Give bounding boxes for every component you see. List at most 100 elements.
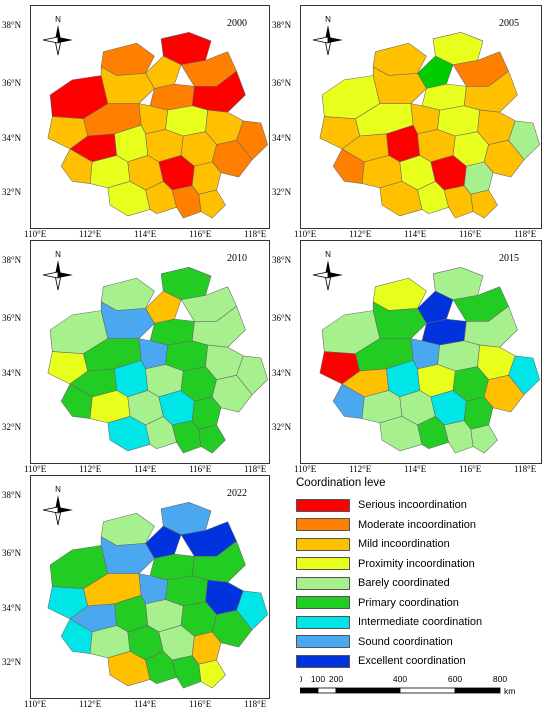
region-20 [60, 148, 93, 184]
lat-tick-label: 38°N [272, 20, 292, 30]
scale-tick-label: 100 [311, 674, 325, 684]
lon-tick-label: 112°E [79, 229, 102, 239]
lon-tick-label: 116°E [459, 464, 482, 474]
north-label: N [55, 485, 61, 494]
region-7 [149, 553, 195, 581]
north-arrow-icon [42, 260, 73, 291]
lon-tick-label: 112°E [79, 464, 102, 474]
lon-tick-label: 114°E [134, 229, 157, 239]
region-28 [470, 424, 498, 454]
map-year-label: 2005 [499, 18, 519, 29]
legend-swatch [296, 576, 350, 590]
legend-label: Proximity incoordination [358, 557, 475, 570]
region-20 [332, 383, 365, 419]
lon-tick-label: 114°E [134, 699, 157, 709]
region-12 [165, 340, 209, 372]
legend-label: Intermediate coordination [358, 616, 483, 628]
lat-tick-label: 36°N [2, 548, 22, 558]
lat-tick-label: 32°N [2, 422, 22, 432]
map-year-label: 2000 [227, 18, 247, 29]
region-20 [332, 148, 365, 184]
region-20 [60, 383, 93, 419]
region-28 [198, 659, 226, 689]
lat-tick-label: 32°N [272, 422, 292, 432]
legend-title: Coordination leve [296, 477, 386, 489]
region-12 [165, 575, 209, 607]
legend-item: Barely coordinated [296, 575, 450, 591]
region-2 [372, 277, 427, 311]
north-arrow-icon [312, 25, 343, 56]
lat-tick-label: 34°N [272, 133, 292, 143]
legend-label: Excellent coordination [358, 655, 466, 667]
legend-item: Proximity incoordination [296, 556, 475, 572]
region-20 [60, 618, 93, 654]
lon-tick-label: 118°E [244, 464, 267, 474]
lon-tick-label: 112°E [79, 699, 102, 709]
map-panel-2010: N 2010 [30, 240, 270, 464]
scale-segment [335, 687, 401, 694]
lat-tick-label: 34°N [272, 368, 292, 378]
legend-item: Mild incoordination [296, 536, 450, 552]
lon-tick-label: 112°E [349, 464, 372, 474]
scale-segment [399, 687, 456, 694]
region-12 [165, 105, 209, 137]
north-label: N [325, 250, 331, 259]
region-28 [198, 424, 226, 454]
region-12 [437, 340, 481, 372]
map-legend: Coordination leve Serious incoordination… [296, 477, 546, 699]
region-6 [100, 66, 155, 104]
north-label: N [55, 250, 61, 259]
lat-tick-label: 32°N [2, 657, 22, 667]
scale-segment [317, 687, 337, 694]
legend-swatch [296, 537, 350, 551]
lat-tick-label: 36°N [272, 313, 292, 323]
scale-tick-label: 200 [329, 674, 343, 684]
region-6 [372, 66, 427, 104]
legend-item: Serious incoordination [296, 497, 467, 513]
lon-tick-label: 116°E [189, 699, 212, 709]
legend-item: Intermediate coordination [296, 614, 482, 630]
lon-tick-label: 110°E [24, 464, 47, 474]
region-28 [470, 189, 498, 219]
region-7 [421, 318, 467, 346]
legend-label: Moderate incoordination [358, 518, 477, 531]
lon-tick-label: 116°E [189, 229, 212, 239]
map-year-label: 2015 [499, 253, 519, 264]
lat-tick-label: 36°N [2, 78, 22, 88]
legend-item: Sound coordination [296, 634, 453, 650]
lon-tick-label: 118°E [244, 699, 267, 709]
region-2 [372, 42, 427, 76]
lon-tick-label: 114°E [404, 464, 427, 474]
lon-tick-label: 110°E [24, 699, 47, 709]
map-panel-2005: N 2005 [300, 5, 542, 229]
region-2 [100, 277, 155, 311]
lon-tick-label: 116°E [189, 464, 212, 474]
legend-swatch [296, 557, 350, 570]
scale-tick-label: 800 [493, 674, 507, 684]
legend-swatch [296, 596, 350, 609]
scale-bar: 0 100 200 400 600 800 km [298, 672, 530, 702]
lat-tick-label: 36°N [272, 78, 292, 88]
scale-tick-label: 0 [300, 674, 303, 684]
lon-tick-label: 116°E [459, 229, 482, 239]
region-7 [149, 318, 195, 346]
legend-item: Moderate incoordination [296, 517, 476, 533]
region-12 [437, 105, 481, 137]
lon-tick-label: 114°E [404, 229, 427, 239]
scale-segment [454, 687, 501, 694]
lat-tick-label: 32°N [2, 187, 22, 197]
legend-label: Barely coordinated [358, 577, 450, 589]
north-arrow-icon [42, 25, 73, 56]
region-6 [372, 301, 427, 339]
legend-label: Primary coordination [358, 596, 459, 609]
lon-tick-label: 118°E [514, 464, 537, 474]
legend-swatch [296, 498, 350, 512]
lat-tick-label: 38°N [2, 20, 22, 30]
lat-tick-label: 34°N [2, 603, 22, 613]
lat-tick-label: 36°N [2, 313, 22, 323]
scale-segment [299, 687, 319, 694]
region-28 [198, 189, 226, 219]
legend-item: Primary coordination [296, 595, 459, 611]
north-label: N [325, 15, 331, 24]
region-2 [100, 42, 155, 76]
